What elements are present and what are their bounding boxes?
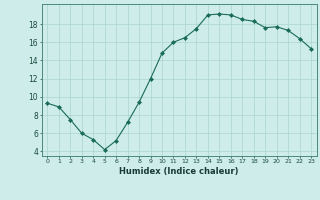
X-axis label: Humidex (Indice chaleur): Humidex (Indice chaleur) bbox=[119, 167, 239, 176]
